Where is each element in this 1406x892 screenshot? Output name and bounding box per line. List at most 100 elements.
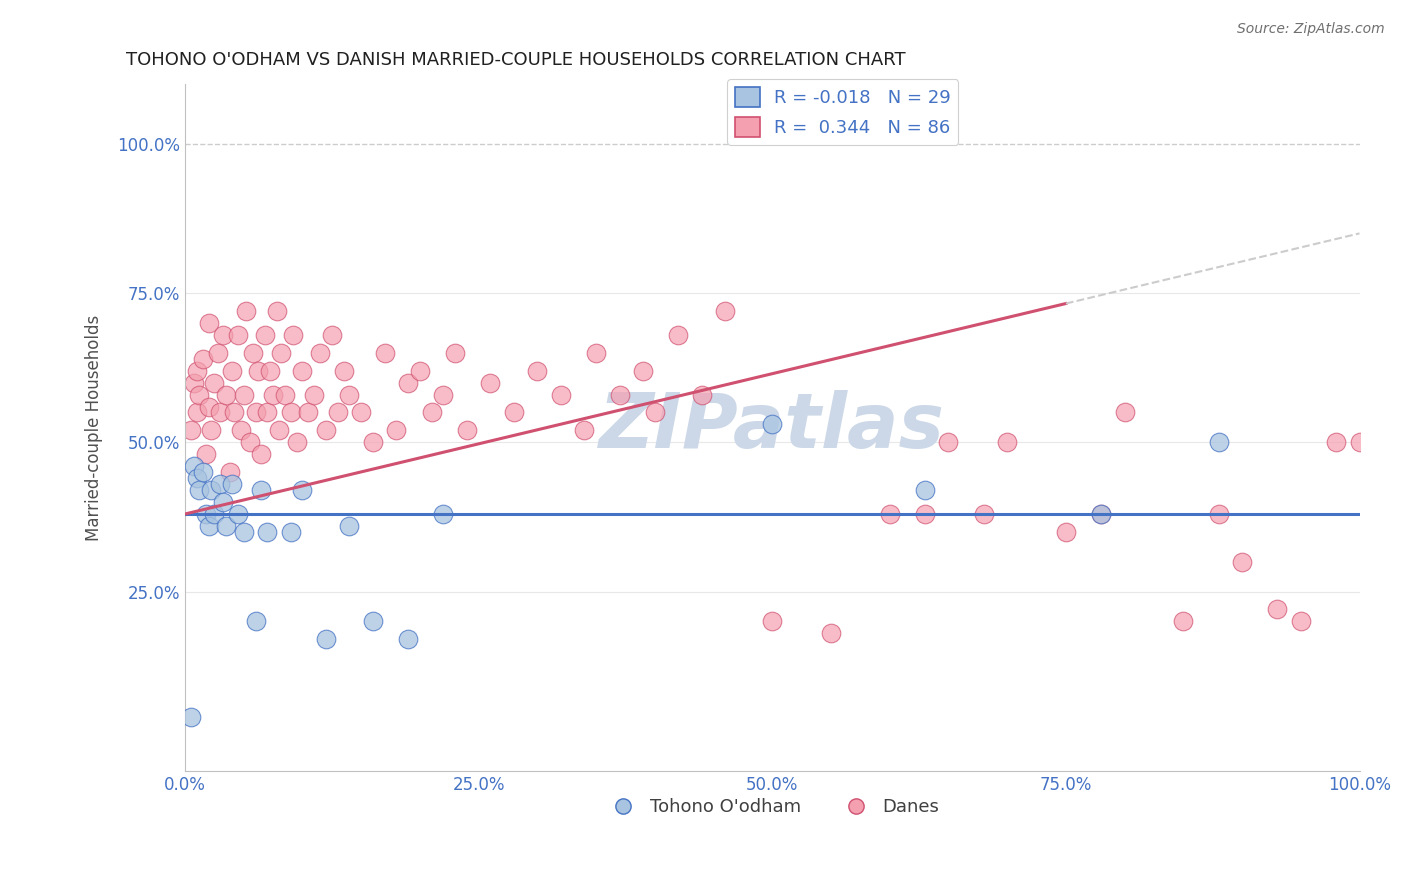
Point <box>280 405 302 419</box>
Point <box>1173 615 1195 629</box>
Point <box>479 376 502 390</box>
Point <box>714 304 737 318</box>
Point <box>180 424 202 438</box>
Point <box>432 387 454 401</box>
Point <box>644 405 666 419</box>
Point <box>609 387 631 401</box>
Point <box>409 364 432 378</box>
Point <box>242 345 264 359</box>
Point <box>444 345 467 359</box>
Point <box>339 387 361 401</box>
Point <box>1324 435 1347 450</box>
Point <box>291 364 314 378</box>
Point <box>973 507 995 521</box>
Point <box>188 483 211 497</box>
Point <box>195 507 218 521</box>
Point <box>420 405 443 419</box>
Point <box>200 424 222 438</box>
Point <box>245 405 267 419</box>
Point <box>267 424 290 438</box>
Point <box>259 364 281 378</box>
Point <box>1265 602 1288 616</box>
Point <box>209 405 232 419</box>
Point <box>262 387 284 401</box>
Point <box>197 400 219 414</box>
Point <box>574 424 596 438</box>
Point <box>914 507 936 521</box>
Point <box>188 387 211 401</box>
Point <box>361 615 384 629</box>
Point <box>221 364 243 378</box>
Point <box>231 424 253 438</box>
Point <box>396 632 419 647</box>
Point <box>585 345 607 359</box>
Text: TOHONO O'ODHAM VS DANISH MARRIED-COUPLE HOUSEHOLDS CORRELATION CHART: TOHONO O'ODHAM VS DANISH MARRIED-COUPLE … <box>127 51 905 69</box>
Point <box>266 304 288 318</box>
Point <box>180 710 202 724</box>
Point <box>250 483 273 497</box>
Point <box>1090 507 1112 521</box>
Point <box>326 405 349 419</box>
Point <box>761 615 783 629</box>
Point <box>297 405 319 419</box>
Point <box>550 387 572 401</box>
Point <box>183 376 205 390</box>
Point <box>938 435 960 450</box>
Y-axis label: Married-couple Households: Married-couple Households <box>86 314 103 541</box>
Point <box>202 507 225 521</box>
Point <box>503 405 526 419</box>
Point <box>218 465 240 479</box>
Point <box>1230 555 1253 569</box>
Point <box>285 435 308 450</box>
Point <box>291 483 314 497</box>
Point <box>246 364 269 378</box>
Point <box>239 435 262 450</box>
Point <box>256 524 278 539</box>
Point <box>385 424 408 438</box>
Point <box>761 417 783 432</box>
Point <box>245 615 267 629</box>
Point <box>211 327 233 342</box>
Point <box>186 405 208 419</box>
Point <box>207 345 229 359</box>
Point <box>235 304 257 318</box>
Point <box>211 495 233 509</box>
Point <box>226 507 249 521</box>
Text: ZIPatlas: ZIPatlas <box>599 391 945 465</box>
Point <box>690 387 713 401</box>
Point <box>250 447 273 461</box>
Point <box>221 477 243 491</box>
Point <box>396 376 419 390</box>
Point <box>1114 405 1136 419</box>
Point <box>339 519 361 533</box>
Point <box>350 405 373 419</box>
Point <box>274 387 297 401</box>
Point <box>195 447 218 461</box>
Point <box>215 519 238 533</box>
Point <box>1054 524 1077 539</box>
Point <box>914 483 936 497</box>
Point <box>232 524 254 539</box>
Point <box>302 387 325 401</box>
Point <box>332 364 354 378</box>
Point <box>666 327 689 342</box>
Point <box>215 387 238 401</box>
Point <box>186 364 208 378</box>
Point <box>183 459 205 474</box>
Point <box>315 424 337 438</box>
Point <box>209 477 232 491</box>
Point <box>879 507 901 521</box>
Point <box>1289 615 1312 629</box>
Point <box>631 364 654 378</box>
Text: Source: ZipAtlas.com: Source: ZipAtlas.com <box>1237 22 1385 37</box>
Point <box>281 327 304 342</box>
Point <box>191 351 214 366</box>
Point <box>256 405 278 419</box>
Point <box>432 507 454 521</box>
Point <box>1090 507 1112 521</box>
Point <box>197 316 219 330</box>
Point <box>820 626 842 640</box>
Point <box>191 465 214 479</box>
Point <box>456 424 478 438</box>
Point <box>232 387 254 401</box>
